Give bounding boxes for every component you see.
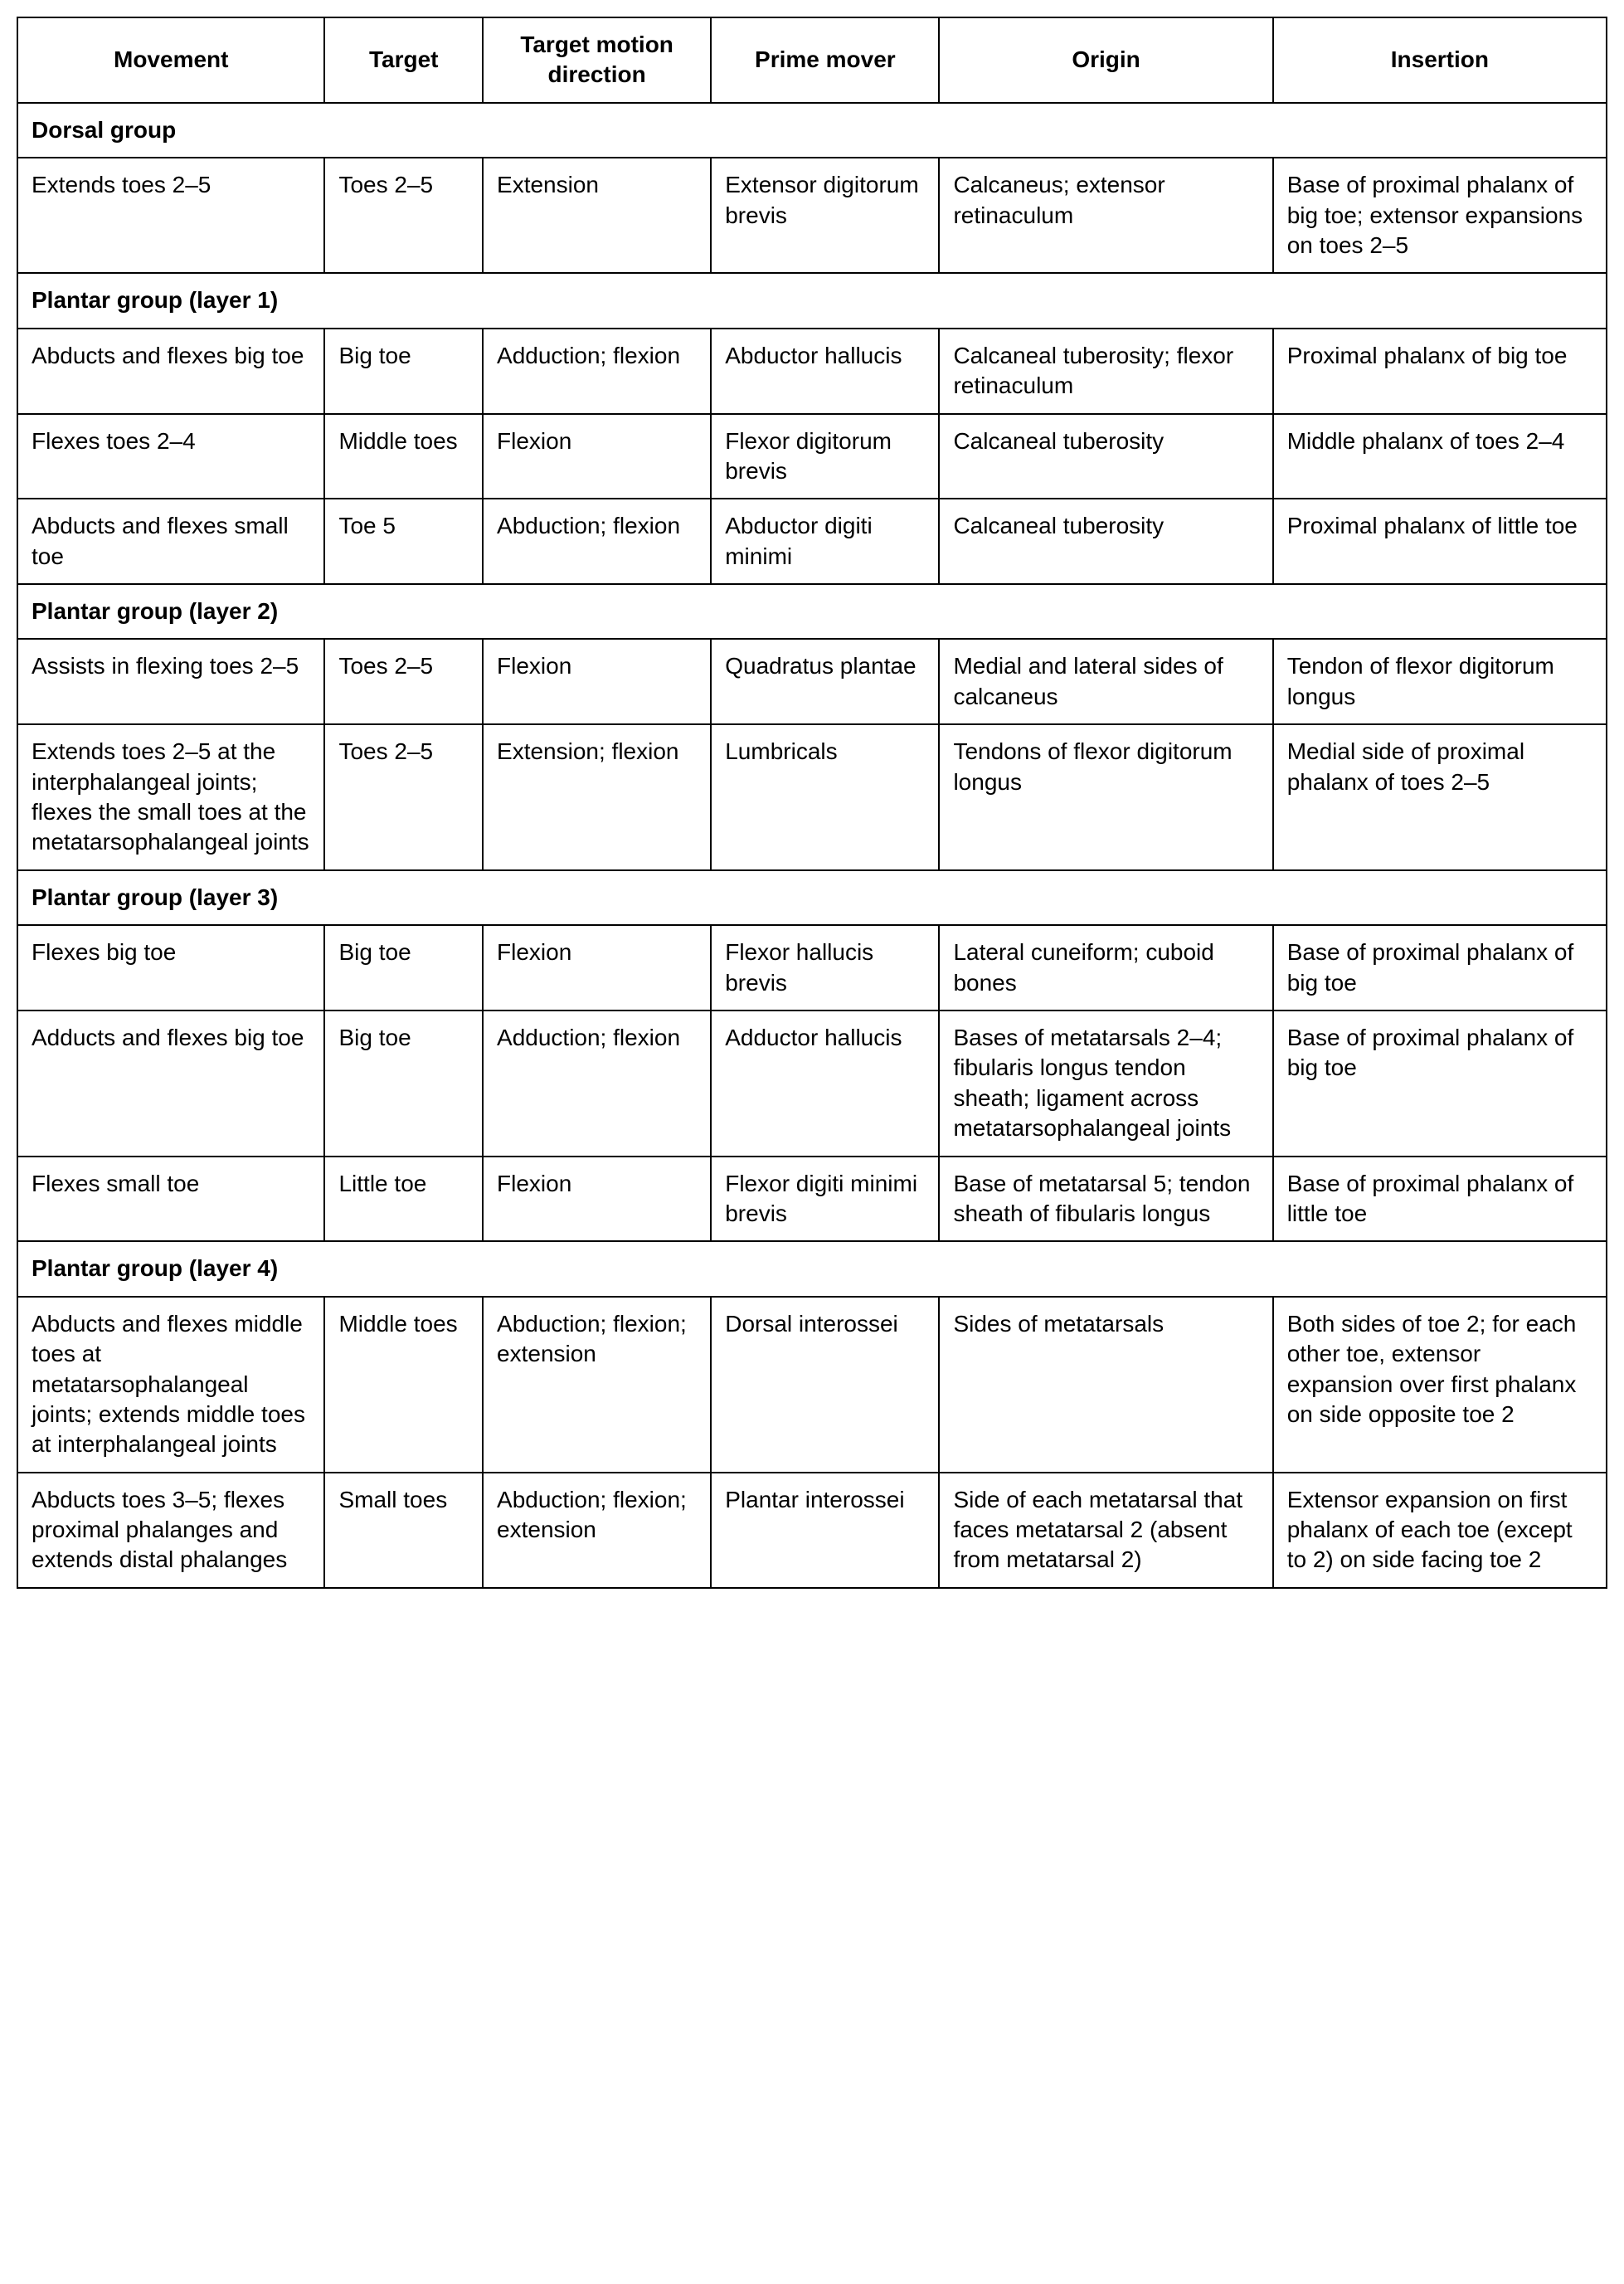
group-header-cell: Plantar group (layer 4) [17,1241,1607,1296]
cell-direction: Adduction; flexion [483,329,711,414]
cell-target: Toes 2–5 [324,158,483,273]
intrinsic-foot-muscles-table: Movement Target Target motion direction … [17,17,1607,1589]
group-header-cell: Plantar group (layer 1) [17,273,1607,328]
cell-movement: Abducts and flexes middle toes at metata… [17,1297,324,1473]
col-header-target: Target [324,17,483,103]
col-header-mover: Prime mover [711,17,939,103]
cell-insertion: Base of proximal phalanx of little toe [1273,1157,1607,1242]
cell-direction: Abduction; flexion [483,499,711,584]
cell-mover: Extensor digitorum brevis [711,158,939,273]
cell-insertion: Middle phalanx of toes 2–4 [1273,414,1607,499]
cell-direction: Extension [483,158,711,273]
cell-target: Little toe [324,1157,483,1242]
cell-mover: Abductor digiti minimi [711,499,939,584]
cell-origin: Base of metatarsal 5; tendon sheath of f… [939,1157,1272,1242]
cell-mover: Abductor hallucis [711,329,939,414]
cell-insertion: Base of proximal phalanx of big toe; ext… [1273,158,1607,273]
table-header-row: Movement Target Target motion direction … [17,17,1607,103]
table-row: Flexes big toeBig toeFlexionFlexor hallu… [17,925,1607,1011]
cell-target: Toes 2–5 [324,724,483,870]
cell-direction: Flexion [483,639,711,724]
cell-movement: Flexes toes 2–4 [17,414,324,499]
group-header-cell: Plantar group (layer 3) [17,870,1607,925]
cell-origin: Sides of metatarsals [939,1297,1272,1473]
cell-target: Small toes [324,1473,483,1588]
cell-origin: Calcaneal tuberosity; flexor retinaculum [939,329,1272,414]
cell-origin: Bases of metatarsals 2–4; fibularis long… [939,1011,1272,1157]
cell-movement: Abducts and flexes big toe [17,329,324,414]
cell-direction: Flexion [483,925,711,1011]
cell-insertion: Both sides of toe 2; for each other toe,… [1273,1297,1607,1473]
cell-origin: Medial and lateral sides of calcaneus [939,639,1272,724]
group-header-row: Dorsal group [17,103,1607,158]
cell-mover: Flexor digiti minimi brevis [711,1157,939,1242]
table-row: Adducts and flexes big toeBig toeAdducti… [17,1011,1607,1157]
cell-mover: Plantar interossei [711,1473,939,1588]
cell-insertion: Medial side of proximal phalanx of toes … [1273,724,1607,870]
cell-movement: Abducts and flexes small toe [17,499,324,584]
table-row: Flexes small toeLittle toeFlexionFlexor … [17,1157,1607,1242]
cell-movement: Adducts and flexes big toe [17,1011,324,1157]
col-header-insertion: Insertion [1273,17,1607,103]
cell-direction: Extension; flexion [483,724,711,870]
cell-mover: Dorsal interossei [711,1297,939,1473]
cell-insertion: Base of proximal phalanx of big toe [1273,1011,1607,1157]
table-row: Abducts and flexes middle toes at metata… [17,1297,1607,1473]
cell-mover: Flexor hallucis brevis [711,925,939,1011]
cell-direction: Flexion [483,414,711,499]
table-row: Abducts and flexes small toeToe 5Abducti… [17,499,1607,584]
cell-movement: Extends toes 2–5 at the interphalangeal … [17,724,324,870]
cell-movement: Flexes small toe [17,1157,324,1242]
cell-origin: Calcaneal tuberosity [939,499,1272,584]
group-header-row: Plantar group (layer 3) [17,870,1607,925]
cell-origin: Lateral cuneiform; cuboid bones [939,925,1272,1011]
cell-direction: Flexion [483,1157,711,1242]
cell-target: Toe 5 [324,499,483,584]
table-body: Dorsal groupExtends toes 2–5Toes 2–5Exte… [17,103,1607,1588]
table-row: Abducts toes 3–5; flexes proximal phalan… [17,1473,1607,1588]
cell-insertion: Tendon of flexor digitorum longus [1273,639,1607,724]
cell-direction: Adduction; flexion [483,1011,711,1157]
cell-mover: Adductor hallucis [711,1011,939,1157]
table-row: Extends toes 2–5Toes 2–5ExtensionExtenso… [17,158,1607,273]
cell-origin: Calcaneal tuberosity [939,414,1272,499]
cell-target: Big toe [324,925,483,1011]
cell-origin: Side of each metatarsal that faces metat… [939,1473,1272,1588]
cell-insertion: Proximal phalanx of big toe [1273,329,1607,414]
table-row: Assists in flexing toes 2–5Toes 2–5Flexi… [17,639,1607,724]
cell-movement: Abducts toes 3–5; flexes proximal phalan… [17,1473,324,1588]
cell-direction: Abduction; flexion; extension [483,1297,711,1473]
cell-direction: Abduction; flexion; extension [483,1473,711,1588]
cell-mover: Flexor digitorum brevis [711,414,939,499]
cell-target: Big toe [324,329,483,414]
group-header-cell: Dorsal group [17,103,1607,158]
cell-movement: Assists in flexing toes 2–5 [17,639,324,724]
group-header-row: Plantar group (layer 4) [17,1241,1607,1296]
cell-mover: Quadratus plantae [711,639,939,724]
cell-target: Toes 2–5 [324,639,483,724]
table-row: Extends toes 2–5 at the interphalangeal … [17,724,1607,870]
cell-target: Big toe [324,1011,483,1157]
table-row: Flexes toes 2–4Middle toesFlexionFlexor … [17,414,1607,499]
cell-insertion: Proximal phalanx of little toe [1273,499,1607,584]
cell-insertion: Extensor expansion on first phalanx of e… [1273,1473,1607,1588]
group-header-cell: Plantar group (layer 2) [17,584,1607,639]
table-row: Abducts and flexes big toeBig toeAdducti… [17,329,1607,414]
col-header-direction: Target motion direction [483,17,711,103]
table-head: Movement Target Target motion direction … [17,17,1607,103]
col-header-movement: Movement [17,17,324,103]
col-header-origin: Origin [939,17,1272,103]
cell-target: Middle toes [324,1297,483,1473]
cell-movement: Flexes big toe [17,925,324,1011]
cell-target: Middle toes [324,414,483,499]
cell-insertion: Base of proximal phalanx of big toe [1273,925,1607,1011]
group-header-row: Plantar group (layer 1) [17,273,1607,328]
cell-origin: Calcaneus; extensor retinaculum [939,158,1272,273]
cell-origin: Tendons of flexor digitorum longus [939,724,1272,870]
cell-movement: Extends toes 2–5 [17,158,324,273]
cell-mover: Lumbricals [711,724,939,870]
group-header-row: Plantar group (layer 2) [17,584,1607,639]
